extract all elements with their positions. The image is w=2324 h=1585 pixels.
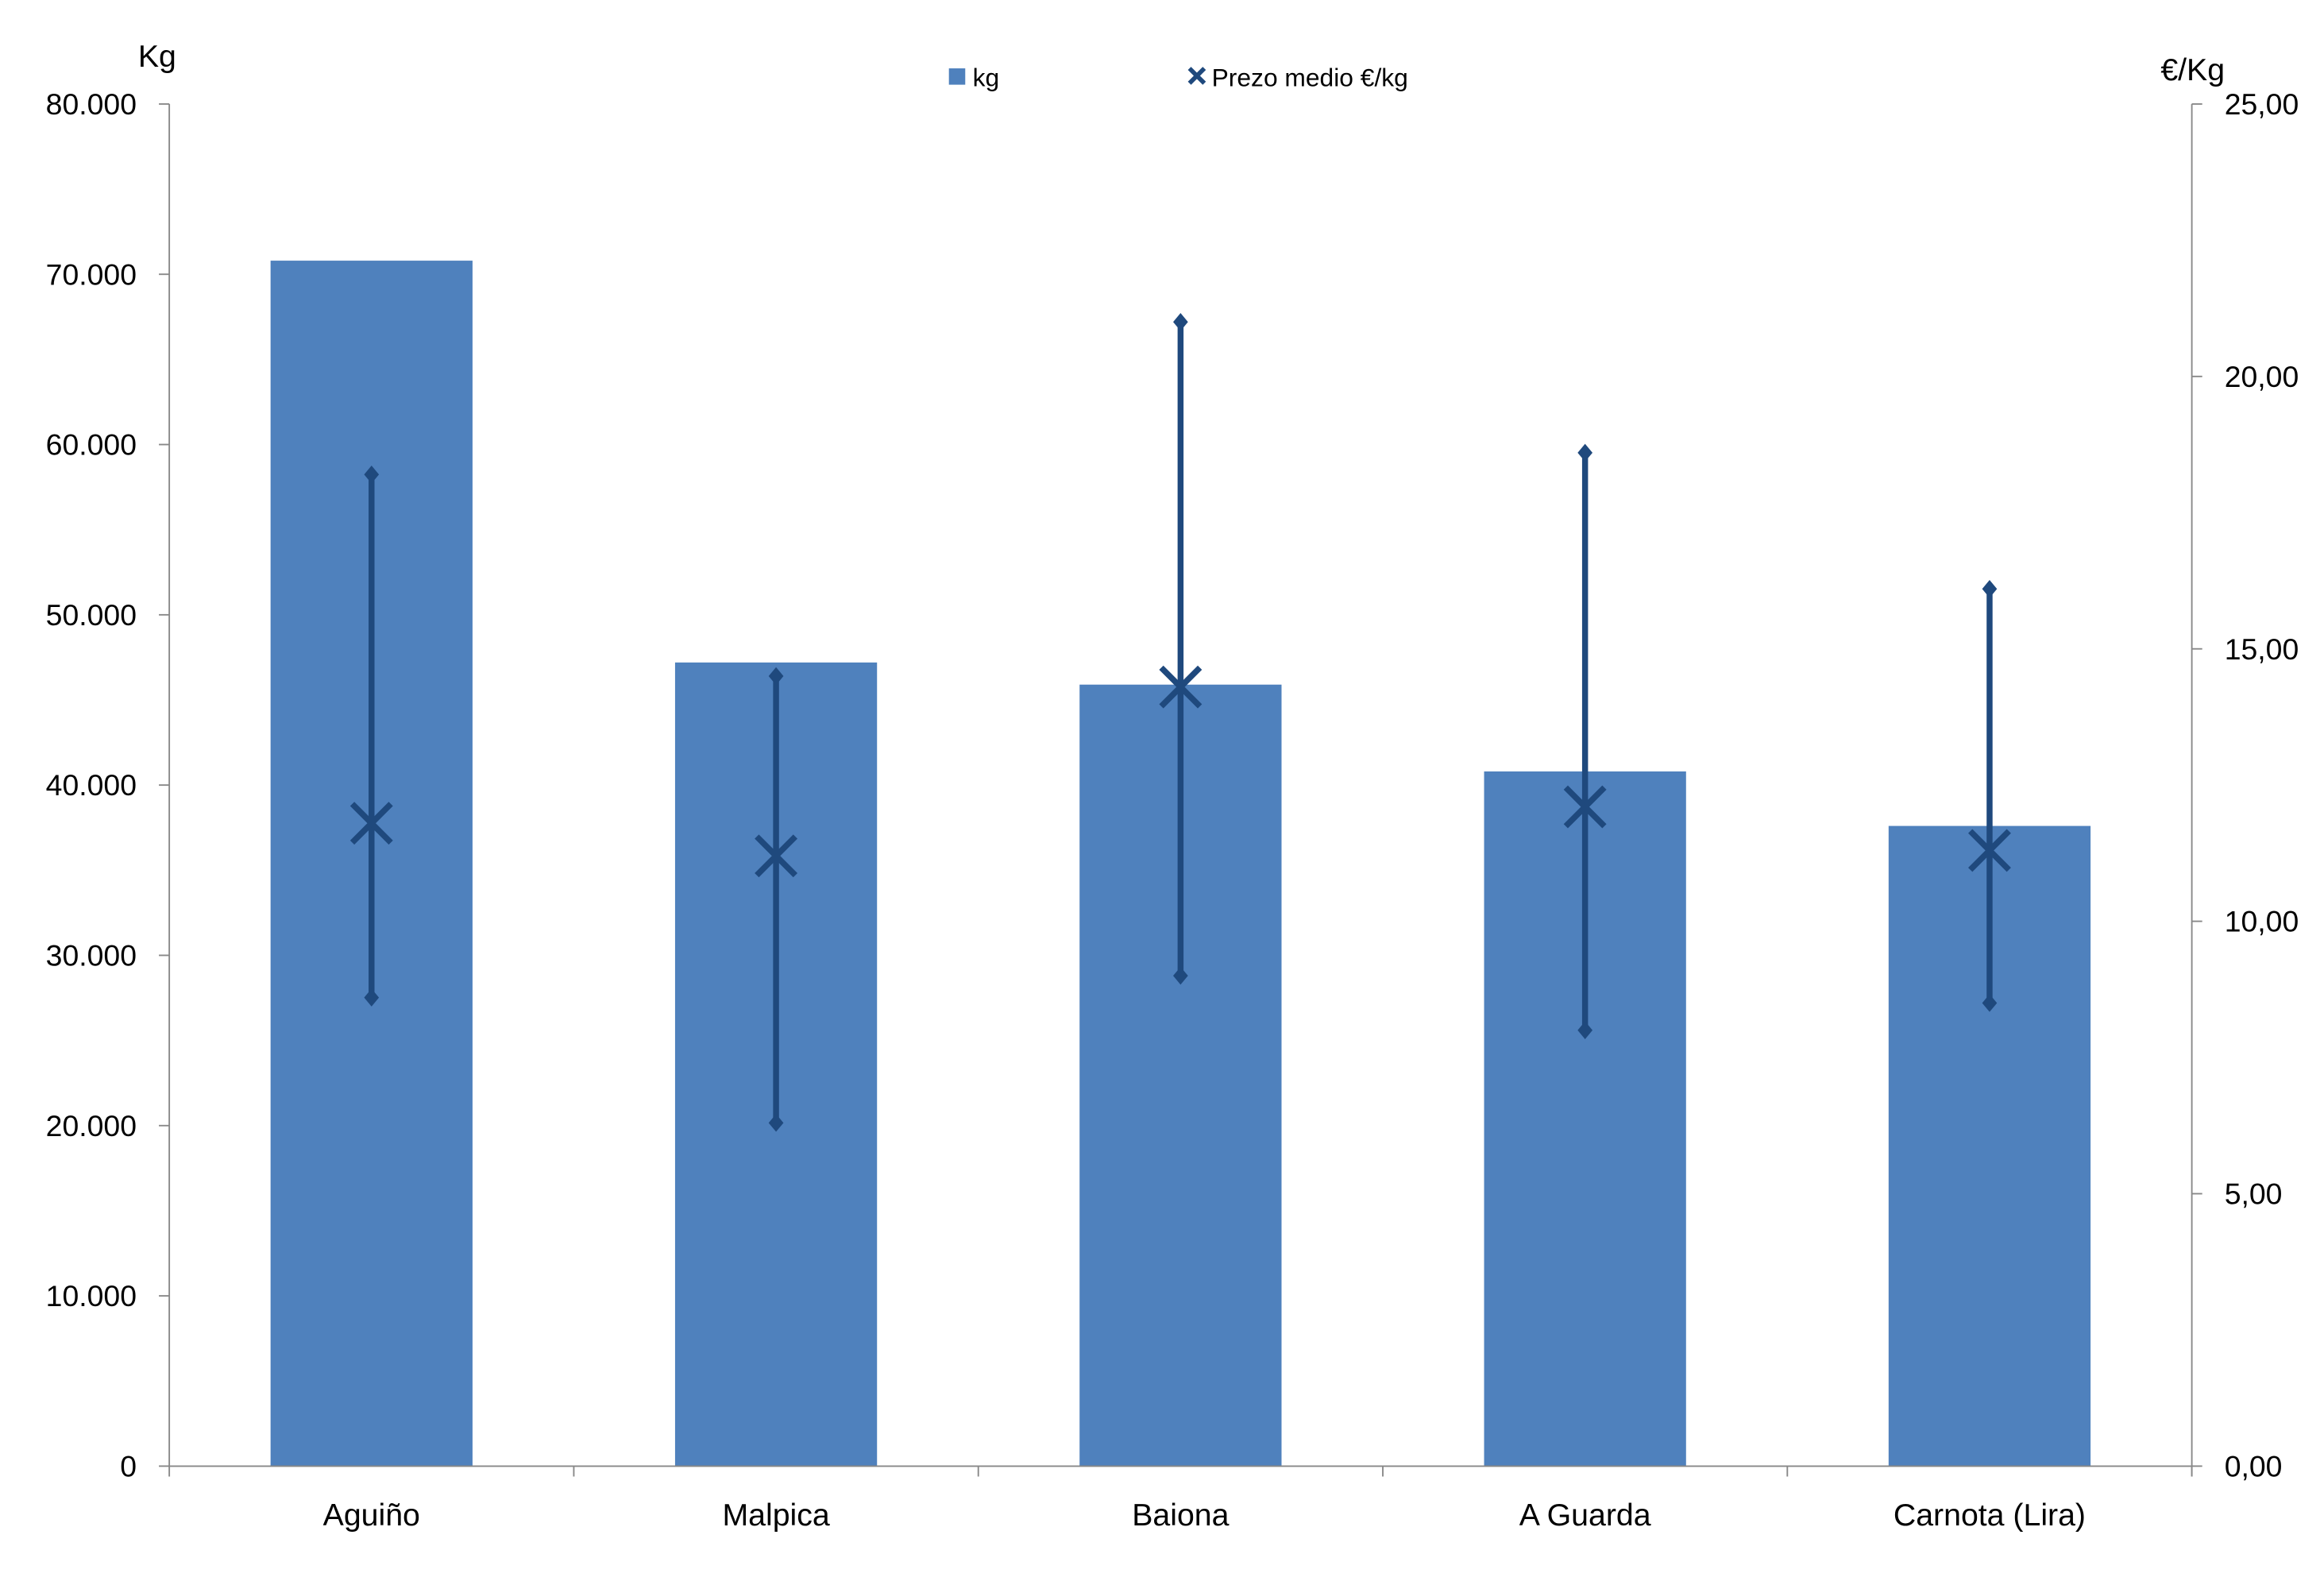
y-tick-label-4: 40.000 [46, 768, 137, 802]
y-axis-title: Kg [138, 39, 176, 74]
avg-price-marker-2 [1159, 665, 1203, 709]
y-tick-label-3: 30.000 [46, 939, 137, 972]
legend-swatch-kg [948, 68, 966, 85]
high-marker-4 [1982, 580, 1998, 598]
y2-tick-label-3: 15,00 [2225, 632, 2299, 666]
y2-tick-label-1: 5,00 [2225, 1177, 2283, 1211]
y2-tick-label-4: 20,00 [2225, 360, 2299, 393]
low-marker-2 [1173, 966, 1188, 985]
y-tick-label-1: 10.000 [46, 1279, 137, 1312]
x-tick-label-1: Malpica [722, 1498, 829, 1533]
x-tick-label-2: Baiona [1132, 1498, 1229, 1533]
y-tick-label-0: 0 [120, 1449, 137, 1483]
x-tick-label-0: Aguiño [323, 1498, 420, 1533]
x-tick-label-3: A Guarda [1519, 1498, 1651, 1533]
legend-label-price: Prezo medio €/kg [1212, 63, 1408, 91]
high-marker-1 [768, 667, 784, 686]
low-marker-4 [1982, 994, 1998, 1012]
y-tick-label-7: 70.000 [46, 257, 137, 291]
avg-price-marker-3 [1563, 785, 1607, 829]
avg-price-marker-1 [755, 834, 798, 878]
legend-x-icon [1187, 67, 1206, 85]
y2-tick-label-5: 25,00 [2225, 87, 2299, 121]
low-marker-1 [768, 1114, 784, 1132]
y-tick-label-5: 50.000 [46, 598, 137, 632]
y2-axis-title: €/Kg [2160, 52, 2225, 87]
avg-price-marker-0 [349, 802, 393, 845]
high-marker-2 [1173, 313, 1188, 331]
legend: kg Prezo medio €/kg [948, 63, 1408, 91]
y-tick-label-6: 60.000 [46, 428, 137, 462]
legend-swatch-price [1187, 67, 1206, 85]
y2-tick-label-2: 10,00 [2225, 905, 2299, 938]
y-tick-label-8: 80.000 [46, 87, 137, 121]
x-tick-label-4: Carnota (Lira) [1894, 1498, 2086, 1533]
high-marker-3 [1577, 443, 1593, 462]
y-tick-label-2: 20.000 [46, 1109, 137, 1142]
avg-price-marker-4 [1968, 829, 2011, 872]
y2-tick-label-0: 0,00 [2225, 1449, 2283, 1483]
legend-label-kg: kg [973, 63, 1000, 91]
